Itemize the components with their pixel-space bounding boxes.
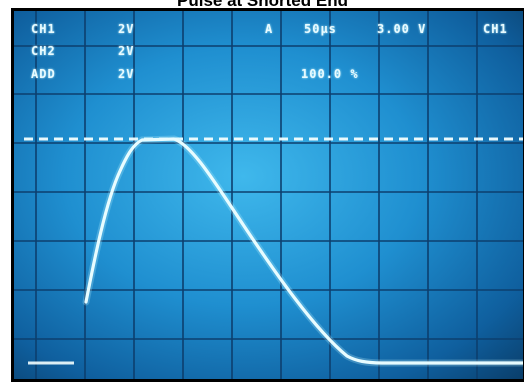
oscilloscope-screen: CH1 2V A 50µs 3.00 V CH1 CH2 2V ADD 2V 1… [14, 11, 523, 379]
cursor-ratio-readout: 100.0 % [301, 67, 359, 81]
trigger-source: CH1 [483, 22, 508, 36]
add-scale: 2V [118, 67, 135, 81]
signal-trace [84, 137, 523, 365]
timebase-readout: 50µs [304, 22, 337, 36]
oscilloscope-display [14, 11, 523, 379]
ch2-scale: 2V [118, 44, 135, 58]
graticule [14, 11, 523, 379]
ch1-label: CH1 [31, 22, 56, 36]
trigger-level-readout: 3.00 V [377, 22, 427, 36]
trigger-mode: A [265, 22, 274, 36]
signal-trace-glow [82, 135, 523, 367]
ch1-scale: 2V [118, 22, 135, 36]
ch2-label: CH2 [31, 44, 56, 58]
figure-caption: Pulse at Shorted End [177, 0, 348, 10]
add-label: ADD [31, 67, 56, 81]
